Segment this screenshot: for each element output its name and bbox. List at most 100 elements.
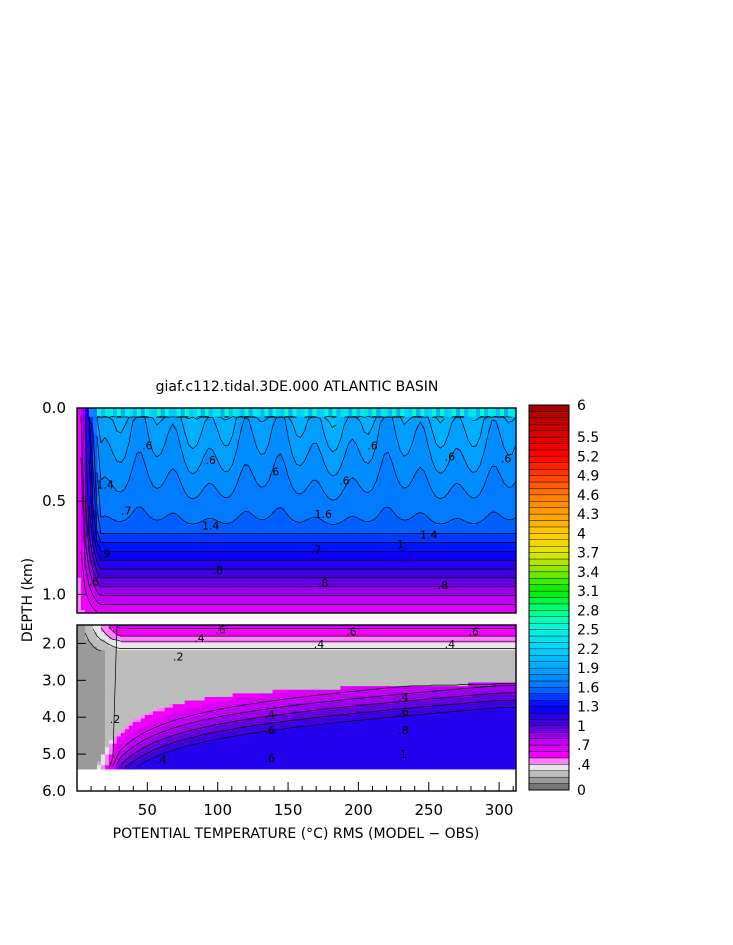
field-cell bbox=[140, 592, 146, 597]
field-cell bbox=[244, 522, 250, 526]
field-cell bbox=[216, 592, 222, 597]
field-cell bbox=[264, 572, 270, 576]
field-cell bbox=[164, 475, 170, 479]
field-cell bbox=[212, 522, 218, 526]
field-cell bbox=[228, 580, 234, 585]
field-cell bbox=[308, 522, 314, 526]
field-cell bbox=[140, 449, 146, 453]
field-cell bbox=[108, 422, 114, 427]
field-cell bbox=[332, 589, 338, 594]
field-cell bbox=[316, 495, 322, 500]
field-cell bbox=[108, 472, 114, 476]
field-cell bbox=[328, 542, 334, 547]
field-cell bbox=[304, 604, 310, 608]
field-cell bbox=[356, 542, 361, 547]
field-cell bbox=[124, 607, 130, 611]
field-cell bbox=[164, 419, 170, 424]
field-cell bbox=[328, 566, 334, 570]
field-cell bbox=[212, 592, 218, 597]
field-cell bbox=[196, 580, 202, 585]
field-cell bbox=[244, 507, 250, 512]
field-cell bbox=[96, 419, 102, 424]
field-cell bbox=[348, 598, 353, 602]
field-cell bbox=[308, 548, 314, 553]
field-cell bbox=[148, 507, 154, 512]
field-cell bbox=[80, 554, 86, 558]
field-cell bbox=[204, 431, 210, 435]
field-cell bbox=[160, 443, 166, 447]
field-cell bbox=[232, 437, 238, 441]
field-cell bbox=[244, 580, 250, 585]
field-cell bbox=[184, 610, 190, 613]
field-cell bbox=[356, 510, 361, 515]
field-cell bbox=[196, 443, 202, 447]
field-cell bbox=[120, 440, 126, 444]
field-cell bbox=[80, 536, 86, 541]
field-cell bbox=[84, 539, 90, 544]
field-cell bbox=[100, 460, 106, 465]
field-cell bbox=[216, 446, 222, 450]
field-cell bbox=[216, 595, 222, 599]
field-cell bbox=[248, 548, 254, 553]
field-cell bbox=[256, 410, 262, 415]
field-cell bbox=[232, 586, 238, 591]
field-cell bbox=[172, 604, 178, 608]
field-cell bbox=[112, 598, 118, 602]
field-cell bbox=[144, 604, 150, 608]
field-cell bbox=[232, 481, 238, 485]
field-cell bbox=[312, 460, 318, 465]
field-cell bbox=[336, 607, 341, 611]
field-cell bbox=[180, 574, 186, 579]
field-cell bbox=[304, 434, 310, 438]
field-cell bbox=[112, 478, 118, 482]
field-cell bbox=[144, 551, 150, 556]
field-cell bbox=[200, 431, 206, 435]
field-cell bbox=[328, 601, 334, 605]
field-cell bbox=[124, 551, 130, 556]
field-cell bbox=[84, 425, 90, 430]
field-cell bbox=[276, 536, 282, 541]
field-cell bbox=[292, 454, 298, 459]
field-cell bbox=[140, 536, 146, 541]
field-cell bbox=[136, 492, 142, 497]
field-cell bbox=[144, 516, 150, 520]
field-cell bbox=[112, 408, 118, 412]
field-cell bbox=[200, 408, 206, 412]
field-cell bbox=[360, 460, 365, 465]
field-cell bbox=[304, 519, 310, 523]
field-cell bbox=[168, 504, 174, 509]
field-cell bbox=[280, 577, 286, 582]
field-cell bbox=[336, 519, 341, 523]
field-cell bbox=[168, 498, 174, 503]
field-cell bbox=[320, 492, 326, 497]
field-cell bbox=[112, 501, 118, 506]
field-cell bbox=[136, 446, 142, 450]
field-cell bbox=[224, 542, 230, 547]
field-cell bbox=[80, 466, 86, 471]
field-cell bbox=[172, 449, 178, 453]
field-cell bbox=[288, 410, 294, 415]
field-cell bbox=[180, 463, 186, 468]
field-cell bbox=[296, 440, 302, 444]
field-cell bbox=[156, 487, 162, 491]
field-cell bbox=[256, 557, 262, 561]
field-cell bbox=[276, 586, 282, 591]
field-cell bbox=[120, 554, 126, 558]
field-cell bbox=[200, 484, 206, 488]
field-cell bbox=[204, 539, 210, 544]
field-cell bbox=[256, 472, 262, 476]
field-cell bbox=[84, 577, 90, 582]
field-cell bbox=[140, 525, 146, 529]
field-cell bbox=[156, 408, 162, 412]
field-cell bbox=[352, 583, 357, 588]
field-cell bbox=[304, 443, 310, 447]
field-cell bbox=[244, 469, 250, 474]
field-cell bbox=[84, 548, 90, 553]
field-cell bbox=[248, 495, 254, 500]
field-cell bbox=[244, 525, 250, 529]
field-cell bbox=[216, 440, 222, 444]
field-cell bbox=[124, 577, 130, 582]
field-cell bbox=[96, 589, 102, 594]
field-cell bbox=[204, 498, 210, 503]
field-cell bbox=[224, 434, 230, 438]
